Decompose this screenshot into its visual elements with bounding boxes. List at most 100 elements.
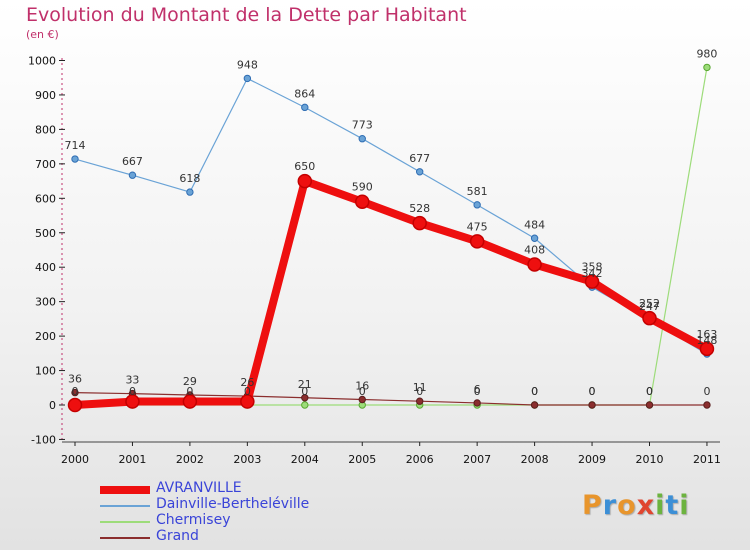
data-point-0-3 [240, 394, 255, 409]
data-label-1-2: 618 [179, 172, 200, 185]
data-point-0-4 [297, 173, 313, 189]
series-line-2 [74, 66, 708, 406]
data-label-1-1: 667 [122, 155, 143, 168]
data-point-3-4 [301, 394, 309, 402]
y-tick-label: 100 [35, 365, 56, 378]
data-label-1-6: 677 [409, 152, 430, 165]
y-tick-label: 600 [35, 192, 56, 205]
data-label-3-9: 0 [589, 385, 596, 398]
data-point-1-2 [186, 188, 194, 196]
data-label-2-0: 0 [72, 385, 79, 398]
data-point-0-10 [642, 310, 657, 326]
data-point-3-7 [473, 399, 481, 407]
y-tick-label: -100 [31, 433, 56, 446]
data-point-1-8 [530, 234, 539, 242]
data-point-3-9 [588, 401, 596, 409]
data-label-1-3: 948 [237, 58, 258, 71]
logo-letter: t [665, 490, 680, 521]
x-tick-label: 2001 [118, 453, 146, 466]
data-label-2-4: 0 [301, 385, 308, 398]
series-line-1 [74, 77, 708, 355]
x-tick-label: 2011 [693, 453, 721, 466]
legend-swatch-avranville [100, 486, 150, 494]
x-tick-label: 2005 [348, 453, 376, 466]
data-label-0-9: 358 [582, 261, 603, 274]
data-label-2-9: 0 [589, 385, 596, 398]
x-tick-label: 2009 [578, 453, 606, 466]
data-label-2-5: 0 [359, 385, 366, 398]
chart-axes: -100010020030040050060070080090010002000… [28, 55, 721, 467]
data-label-3-0: 36 [68, 373, 82, 386]
data-label-3-11: 0 [703, 385, 710, 398]
logo-letter: P [582, 490, 603, 521]
data-point-1-3 [243, 74, 252, 83]
series-line-3 [74, 391, 708, 406]
x-tick-label: 2010 [636, 453, 664, 466]
data-point-3-11 [703, 401, 711, 409]
x-tick-label: 2000 [61, 453, 89, 466]
legend-label-dainville: Dainville-Bertheléville [156, 496, 310, 512]
data-point-3-10 [645, 401, 654, 409]
data-label-0-11: 163 [696, 328, 717, 341]
data-label-3-4: 21 [298, 378, 312, 391]
y-tick-label: 0 [49, 399, 56, 412]
data-point-0-6 [412, 215, 427, 231]
data-point-2-11 [703, 63, 711, 72]
data-label-2-11: 980 [696, 47, 717, 60]
data-label-2-2: 0 [186, 385, 193, 398]
data-point-0-0 [67, 397, 83, 413]
x-tick-label: 2003 [233, 453, 261, 466]
data-point-1-1 [128, 171, 137, 179]
legend-label-avranville: AVRANVILLE [156, 480, 242, 496]
data-label-2-8: 0 [531, 385, 538, 398]
logo-letter: x [636, 490, 656, 521]
data-point-3-0 [71, 388, 79, 397]
chart-subtitle: (en €) [26, 28, 59, 41]
data-label-0-5: 590 [352, 181, 373, 194]
data-label-1-10: 247 [639, 300, 660, 313]
data-label-0-4: 650 [294, 160, 315, 173]
y-tick-label: 500 [35, 227, 56, 240]
proxiti-logo: Proxiti [582, 490, 690, 521]
chart-title: Evolution du Montant de la Dette par Hab… [26, 4, 467, 26]
data-label-1-7: 581 [467, 185, 488, 198]
data-label-0-6: 528 [409, 202, 430, 215]
series-line-0 [71, 177, 711, 409]
data-label-3-5: 16 [355, 379, 369, 392]
legend-label-grand: Grand [156, 528, 199, 544]
data-point-0-8 [527, 257, 542, 272]
data-point-0-5 [355, 194, 370, 209]
data-label-2-7: 0 [474, 385, 481, 398]
data-point-0-1 [125, 394, 140, 409]
legend-swatch-chermisey [100, 521, 150, 523]
data-point-1-0 [71, 155, 79, 163]
y-tick-label: 200 [35, 330, 56, 343]
data-label-2-6: 0 [416, 385, 423, 398]
legend-swatch-dainville [100, 505, 150, 507]
data-label-3-7: 6 [474, 383, 481, 396]
data-point-1-6 [416, 168, 424, 176]
data-point-3-8 [530, 401, 539, 409]
data-point-2-4 [301, 401, 309, 409]
data-point-0-9 [584, 274, 600, 289]
x-tick-label: 2004 [291, 453, 319, 466]
data-label-3-1: 33 [125, 374, 139, 387]
logo-letter: i [655, 490, 666, 521]
y-tick-label: 800 [35, 123, 56, 136]
x-tick-label: 2008 [521, 453, 549, 466]
data-label-3-8: 0 [531, 385, 538, 398]
logo-letter: i [679, 490, 690, 521]
data-label-1-0: 714 [65, 139, 86, 152]
y-tick-label: 300 [35, 296, 56, 309]
data-label-0-10: 252 [639, 297, 660, 310]
data-label-1-5: 773 [352, 119, 373, 132]
data-label-2-10: 0 [646, 385, 653, 398]
x-tick-label: 2007 [463, 453, 491, 466]
data-point-0-11 [699, 341, 715, 357]
data-point-1-4 [301, 103, 309, 112]
x-tick-label: 2002 [176, 453, 204, 466]
legend-label-chermisey: Chermisey [156, 512, 231, 528]
data-point-0-2 [182, 394, 198, 409]
data-point-3-5 [358, 395, 366, 404]
